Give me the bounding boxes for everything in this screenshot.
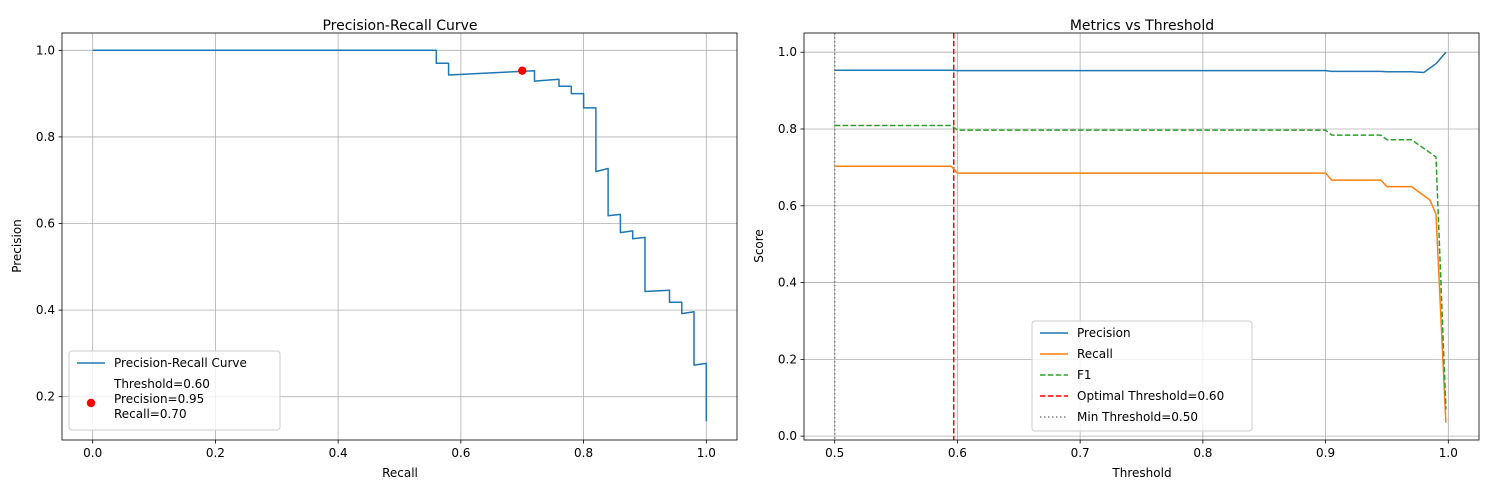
x-tick-label: 0.4 — [329, 446, 348, 460]
legend-box — [68, 350, 281, 431]
legend-label: Precision=0.95 — [114, 392, 204, 406]
y-axis-label: Score — [752, 229, 766, 263]
metrics-threshold-panel: Metrics vs Threshold Threshold Score 0.5… — [752, 18, 1480, 480]
x-axis-label: Threshold — [1111, 466, 1171, 480]
x-tick-label: 0.8 — [1193, 446, 1212, 460]
series-line — [834, 51, 1447, 74]
precision-recall-panel: Precision-Recall Curve Recall Precision … — [10, 18, 738, 480]
chart-title: Precision-Recall Curve — [322, 18, 477, 34]
series-group — [92, 49, 708, 422]
y-tick-label: 0.4 — [36, 303, 55, 317]
y-tick-label: 0.2 — [36, 390, 55, 404]
axes-frame — [61, 32, 738, 441]
series-line — [92, 49, 708, 422]
y-tick-label: 0.4 — [778, 276, 797, 290]
x-tick-label: 0.6 — [451, 446, 470, 460]
series-group — [833, 33, 1447, 440]
legend-label: Precision — [1077, 326, 1131, 340]
y-tick-label: 0.6 — [778, 199, 797, 213]
legend-label: F1 — [1077, 368, 1092, 382]
x-tick-label: 0.7 — [1071, 446, 1090, 460]
series-line — [834, 124, 1447, 410]
y-tick-label: 1.0 — [36, 43, 55, 57]
legend-label: Precision-Recall Curve — [114, 356, 247, 370]
x-axis-label: Recall — [382, 466, 418, 480]
legend-label: Recall=0.70 — [114, 407, 187, 421]
plot-area: 0.0 0.2 0.4 0.6 0.8 1.0 0.2 0.4 0.6 0.8 1.0 — [36, 32, 738, 460]
legend-label: Recall — [1077, 347, 1113, 361]
x-tick-label: 0.5 — [825, 446, 844, 460]
optimal-point-marker — [518, 66, 527, 75]
y-tick-label: 0.0 — [778, 429, 797, 443]
x-tick-label: 0.8 — [574, 446, 593, 460]
x-tick-label: 0.2 — [206, 446, 225, 460]
legend: Precision Recall F1 Optimal Threshold=0.60 M… — [1031, 320, 1253, 432]
y-axis-label: Precision — [10, 219, 24, 273]
legend: Precision-Recall Curve Threshold=0.60Prec… — [68, 350, 281, 431]
y-tick-label: 1.0 — [778, 45, 797, 59]
x-tick-label: 1.0 — [697, 446, 716, 460]
axes-frame — [803, 32, 1480, 441]
legend-swatch — [86, 398, 96, 408]
legend-label: Threshold=0.60 — [113, 377, 210, 391]
y-tick-label: 0.6 — [36, 217, 55, 231]
legend-label: Min Threshold=0.50 — [1077, 410, 1198, 424]
y-tick-label: 0.8 — [36, 130, 55, 144]
x-tick-label: 1.0 — [1439, 446, 1458, 460]
y-tick-label: 0.8 — [778, 122, 797, 136]
x-tick-label: 0.6 — [948, 446, 967, 460]
plot-area: 0.5 0.6 0.7 0.8 0.9 1.0 0.0 0.2 0.4 0.6 0.8 1.0 — [778, 32, 1480, 460]
chart-title: Metrics vs Threshold — [1070, 18, 1214, 34]
series-line — [834, 165, 1447, 423]
x-tick-label: 0.0 — [83, 446, 102, 460]
legend-label: Optimal Threshold=0.60 — [1077, 389, 1224, 403]
legend-box — [1031, 320, 1253, 432]
x-tick-label: 0.9 — [1316, 446, 1335, 460]
y-tick-label: 0.2 — [778, 352, 797, 366]
